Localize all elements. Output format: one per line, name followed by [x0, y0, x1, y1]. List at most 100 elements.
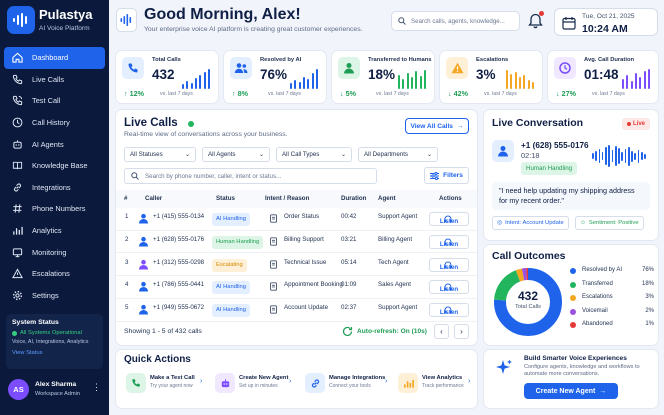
sidebar-item-escalations[interactable]: Escalations — [4, 263, 105, 285]
status-dot-icon — [12, 330, 17, 336]
caller-phone: +1 (786) 555-0441 — [153, 281, 205, 289]
view-status-link[interactable]: View Status — [12, 350, 43, 356]
legend-name: Resolved by AI — [582, 267, 623, 273]
donut-total: 432 — [517, 289, 539, 303]
kpi-sparkbars — [506, 69, 535, 89]
department-filter-select[interactable]: All Departments ⌄ — [358, 147, 438, 162]
column-header: Actions — [439, 195, 462, 202]
avatar: AS — [8, 379, 29, 400]
agent-filter-select[interactable]: All Agents ⌄ — [202, 147, 270, 162]
notification-dot — [539, 11, 544, 16]
intent-text: Order Status — [284, 213, 320, 220]
kpi-card-total-calls[interactable]: Total Calls 432 ↑ 12% vs. last 7 days — [116, 51, 218, 103]
listen-button[interactable]: Listen — [429, 234, 469, 249]
kpi-card-transferred[interactable]: Transferred to Humans 18% ↓ 5% vs. last … — [332, 51, 434, 103]
logo — [7, 6, 35, 34]
link-icon — [311, 378, 319, 388]
kpi-icon-box — [122, 57, 144, 79]
auto-refresh-status[interactable]: Auto-refresh: On (10s) — [357, 328, 427, 335]
legend-item: Abandoned 1% — [570, 321, 654, 335]
legend-swatch — [570, 322, 576, 328]
audio-waveform — [592, 144, 646, 168]
legend-value: 3% — [645, 294, 654, 300]
quick-action-test-call[interactable]: Make a Test Call Try your agent now › — [126, 372, 208, 398]
bell-icon[interactable] — [528, 13, 543, 29]
listen-button[interactable]: Listen — [429, 257, 469, 272]
kpi-sparkbars — [398, 69, 427, 89]
legend-swatch — [570, 295, 576, 301]
table-row[interactable]: 2 +1 (628) 555-0176 Human Handling Billing … — [116, 231, 477, 254]
sidebar-item-label: Dashboard — [32, 53, 69, 63]
row-number: 3 — [125, 258, 129, 266]
table-row[interactable]: 3 +1 (312) 555-0298 Escalating Technical Is… — [116, 254, 477, 277]
listen-button[interactable]: Listen — [429, 280, 469, 295]
kpi-sparkbars — [622, 69, 651, 89]
sidebar-item-label: AI Agents — [32, 139, 64, 149]
more-options-icon[interactable]: ⋮ — [92, 382, 101, 392]
calls-search-input[interactable]: Search by phone number, caller, intent o… — [124, 168, 377, 184]
global-search-input[interactable]: Search calls, agents, knowledge... — [391, 11, 520, 31]
sidebar-item-call-history[interactable]: Call History — [4, 112, 105, 134]
table-row[interactable]: 1 +1 (415) 555-0134 AI Handling Order Statu… — [116, 208, 477, 231]
sidebar-item-phone-numbers[interactable]: Phone Numbers — [4, 198, 105, 220]
quick-action-integrations[interactable]: Manage Integrations Connect your tools › — [305, 372, 387, 398]
table-row[interactable]: 5 +1 (949) 555-0672 AI Handling Account Upd… — [116, 299, 477, 322]
select-value: All Departments — [364, 151, 409, 158]
kpi-change-value: 12% — [129, 89, 144, 98]
arrow-right-icon: › — [468, 378, 471, 385]
doc-icon — [270, 305, 277, 314]
duration-text: 00:42 — [341, 213, 357, 220]
create-new-agent-button[interactable]: Create New Agent → — [524, 383, 618, 399]
kpi-note: vs. last 7 days — [160, 91, 193, 97]
view-all-label: View All Calls — [410, 122, 453, 130]
kpi-card-avg-duration[interactable]: Avg. Call Duration 01:48 ↓ 27% vs. last … — [548, 51, 658, 103]
sidebar-item-integrations[interactable]: Integrations — [4, 177, 105, 199]
sidebar-item-ai-agents[interactable]: AI Agents — [4, 133, 105, 155]
prev-page-button[interactable]: ‹ — [434, 324, 449, 339]
person-icon — [344, 63, 354, 74]
outcomes-legend: Resolved by AI 76% Transferred 18% Escalatio… — [570, 267, 654, 335]
sidebar-item-analytics[interactable]: Analytics — [4, 220, 105, 242]
live-dot-icon — [626, 122, 631, 126]
agent-text: Billing Agent — [378, 235, 413, 243]
view-all-calls-button[interactable]: View All Calls → — [405, 118, 469, 134]
status-filter-select[interactable]: All Statuses ⌄ — [124, 147, 196, 162]
listen-button[interactable]: Listen — [429, 212, 469, 226]
quick-action-icon-box — [126, 373, 146, 393]
sidebar-item-monitoring[interactable]: Monitoring — [4, 241, 105, 263]
donut-slice-4 — [494, 268, 562, 336]
next-page-button[interactable]: › — [454, 324, 469, 339]
legend-name: Voicemail — [582, 307, 608, 314]
call-type-filter-select[interactable]: All Call Types ⌄ — [276, 147, 352, 162]
intent-text: Technical Issue — [284, 258, 327, 266]
quick-action-analytics[interactable]: View Analytics Track performance › — [398, 372, 480, 398]
column-header: # — [124, 195, 128, 202]
sidebar-item-settings[interactable]: Settings — [4, 285, 105, 307]
legend-swatch — [570, 268, 576, 274]
headphones-icon — [444, 261, 451, 268]
kpi-label: Escalations — [476, 57, 509, 63]
arrow-right-icon: → — [456, 122, 464, 130]
quick-action-create-agent[interactable]: Create New Agent Set up in minutes › — [215, 372, 297, 398]
filters-button[interactable]: Filters — [424, 167, 469, 184]
table-row[interactable]: 4 +1 (786) 555-0441 AI Handling Appointment… — [116, 276, 477, 299]
sidebar-item-label: Call History — [32, 118, 70, 128]
wave-bar — [644, 153, 646, 159]
sidebar-item-live-calls[interactable]: Live Calls — [4, 69, 105, 91]
headphones-icon — [444, 215, 451, 223]
agent-text: Support Agent — [378, 213, 418, 220]
kpi-change: ↑ 12% — [124, 89, 144, 98]
kpi-card-escalations[interactable]: Escalations 3% ↓ 42% vs. last 7 days — [440, 51, 542, 103]
user-profile[interactable]: AS Alex Sharma Workspace Admin ⋮ — [6, 376, 103, 406]
person-icon — [138, 236, 149, 247]
arrow-up-icon: ↑ — [124, 89, 130, 98]
sidebar-item-test-call[interactable]: Test Call — [4, 90, 105, 112]
sidebar-item-dashboard[interactable]: Dashboard — [4, 47, 105, 69]
listen-button[interactable]: Listen — [429, 303, 469, 318]
legend-value: 2% — [645, 307, 654, 314]
sidebar-item-knowledge-base[interactable]: Knowledge Base — [4, 155, 105, 177]
smile-icon: ☺ — [580, 220, 586, 226]
kpi-card-resolved-by-ai[interactable]: Resolved by AI 76% ↑ 8% vs. last 7 days — [224, 51, 326, 103]
select-value: All Call Types — [282, 151, 320, 158]
kpi-label: Total Calls — [152, 57, 181, 63]
